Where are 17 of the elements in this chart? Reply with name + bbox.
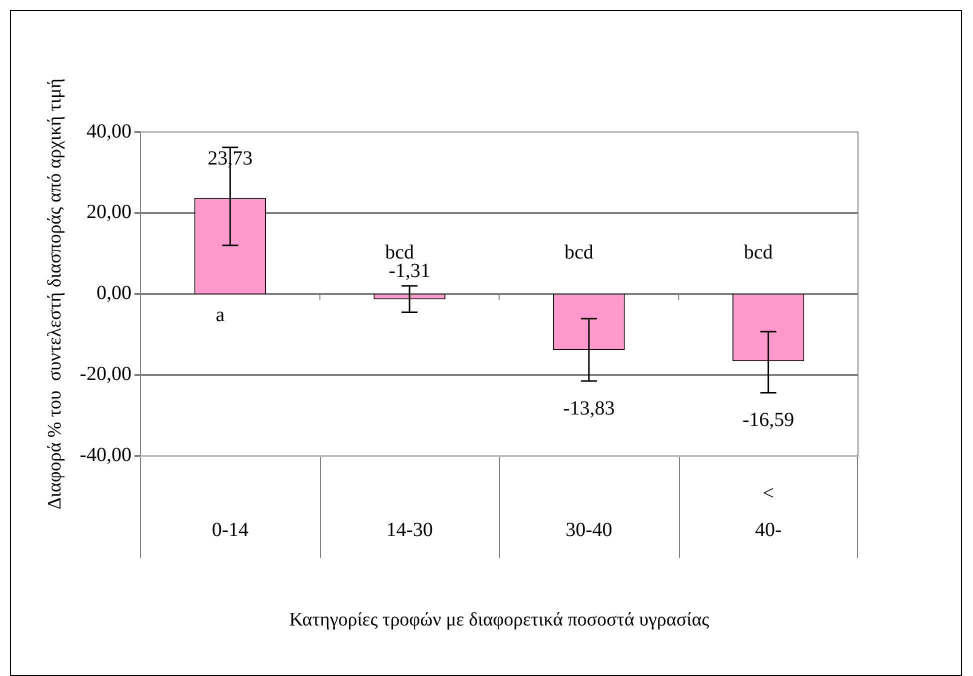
text: < (762, 482, 774, 505)
y-tick-label: 40,00 (86, 120, 132, 142)
data-label: -13,83 (563, 397, 615, 420)
x-tick-label: 30-40 (566, 518, 612, 541)
annotation: bcd (744, 242, 773, 264)
y-axis-title: Διαφορά % του συντελεστή διασποράς από αρχική τιμή (44, 78, 66, 510)
x-tick-label: 0-14 (212, 518, 248, 541)
annotation: bcd (564, 242, 594, 264)
x-tick-label: 40- (754, 518, 782, 541)
x-axis-title: Κατηγορίες τροφών με διαφορετικά ποσοστά υγρασίας (289, 610, 710, 631)
x-tick-label: 14-30 (386, 518, 433, 541)
annotation: a (216, 304, 225, 326)
data-label: -16,59 (742, 409, 794, 432)
y-tick-label: 20,00 (86, 201, 132, 224)
y-tick-label: 0,00 (96, 282, 132, 304)
y-tick-label: -20,00 (80, 363, 132, 386)
y-tick-label: -40,00 (80, 444, 132, 466)
